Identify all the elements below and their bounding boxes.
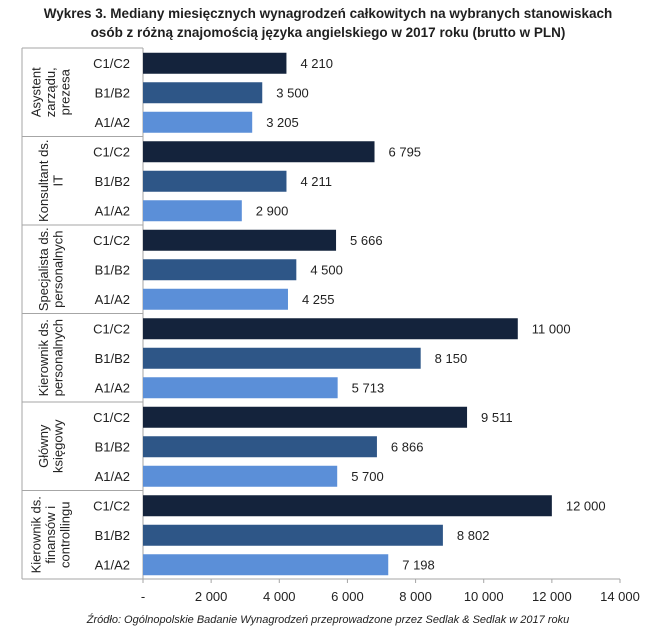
group-label-line: Kierownik ds. (29, 496, 44, 573)
data-label: 12 000 (566, 498, 606, 513)
x-tick-label: 10 000 (464, 589, 504, 604)
group-label: Specjalista ds.personalnych (36, 227, 66, 311)
data-label: 8 150 (435, 351, 468, 366)
bar (143, 318, 518, 340)
bar (143, 82, 263, 104)
chart-title-line-2: osób z różną znajomością języka angielsk… (90, 25, 566, 40)
data-label: 6 866 (391, 439, 424, 454)
data-label: 4 210 (300, 56, 333, 71)
level-label: B1/B2 (95, 528, 130, 543)
group-label-line: zarządu, (43, 67, 58, 117)
bar (143, 436, 377, 458)
group-label: Asystentzarządu,prezesa (29, 67, 73, 117)
group-label: Głównyksięgowy (36, 419, 66, 473)
bar (143, 141, 375, 163)
level-label: B1/B2 (95, 174, 130, 189)
data-label: 4 211 (300, 174, 332, 189)
data-label: 6 795 (389, 144, 422, 159)
bar (143, 554, 389, 576)
level-label: A1/A2 (95, 557, 130, 572)
group-label-line: Główny (36, 424, 51, 468)
bar-chart: - 2 000 4 000 6 000 8 000 10 000 12 000 14 000 A… (21, 47, 640, 604)
group-label-line: personalnych (50, 319, 65, 396)
group-label-line: personalnych (50, 231, 65, 308)
group-label: Kierownik ds.personalnych (36, 319, 66, 396)
bar (143, 288, 288, 310)
level-label: C1/C2 (93, 56, 130, 71)
bar (143, 52, 287, 74)
group-label-line: prezesa (58, 68, 73, 115)
bar (143, 259, 297, 281)
level-label: C1/C2 (93, 233, 130, 248)
x-tick-label: 8 000 (399, 589, 432, 604)
level-label: B1/B2 (95, 85, 130, 100)
data-label: 3 500 (276, 85, 309, 100)
level-label: C1/C2 (93, 144, 130, 159)
data-label: 3 205 (266, 115, 299, 130)
bar (143, 200, 242, 222)
chart-title-line-1: Wykres 3. Mediany miesięcznych wynagrodz… (43, 6, 613, 21)
group-label-line: Konsultant ds. (36, 140, 51, 222)
level-label: A1/A2 (95, 115, 130, 130)
bar (143, 347, 421, 369)
data-label: 8 802 (457, 528, 490, 543)
x-tick-label: 6 000 (331, 589, 364, 604)
level-label: C1/C2 (93, 410, 130, 425)
bar (143, 170, 287, 192)
group-label-line: Kierownik ds. (36, 319, 51, 396)
level-label: A1/A2 (95, 203, 130, 218)
group-label-line: IT (50, 175, 65, 187)
x-tick-label: - (141, 589, 145, 604)
level-label: A1/A2 (95, 380, 130, 395)
x-tick-label: 2 000 (195, 589, 228, 604)
bar (143, 111, 253, 133)
group-label-line: controllingu (58, 502, 73, 569)
group-label-line: Specjalista ds. (36, 227, 51, 311)
data-label: 11 000 (532, 321, 571, 336)
level-label: A1/A2 (95, 469, 130, 484)
data-label: 5 666 (350, 233, 383, 248)
level-label: A1/A2 (95, 292, 130, 307)
level-label: C1/C2 (93, 498, 130, 513)
data-label: 5 713 (352, 380, 385, 395)
data-label: 4 500 (310, 262, 343, 277)
source-note: Źródło: Ogólnopolskie Badanie Wynagrodze… (86, 614, 570, 626)
x-tick-label: 12 000 (532, 589, 572, 604)
chart-title: Wykres 3. Mediany miesięcznych wynagrodz… (0, 4, 656, 42)
data-label: 7 198 (402, 557, 435, 572)
data-label: 2 900 (256, 203, 289, 218)
bar (143, 524, 443, 546)
group-label: Kierownik ds.finansów icontrollingu (29, 496, 73, 573)
bar (143, 495, 552, 517)
group-label: Konsultant ds.IT (36, 140, 66, 222)
level-label: B1/B2 (95, 262, 130, 277)
group-label-line: Asystent (29, 67, 44, 117)
x-tick-label: 14 000 (600, 589, 640, 604)
x-tick-label: 4 000 (263, 589, 296, 604)
group-label-line: finansów i (43, 506, 58, 564)
level-label: B1/B2 (95, 439, 130, 454)
bar (143, 406, 468, 428)
bar (143, 229, 337, 251)
level-label: C1/C2 (93, 321, 130, 336)
bar (143, 377, 338, 399)
data-label: 4 255 (302, 292, 335, 307)
level-label: B1/B2 (95, 351, 130, 366)
group-label-line: księgowy (50, 419, 65, 473)
data-label: 9 511 (481, 410, 513, 425)
bar (143, 465, 338, 487)
data-label: 5 700 (351, 469, 384, 484)
